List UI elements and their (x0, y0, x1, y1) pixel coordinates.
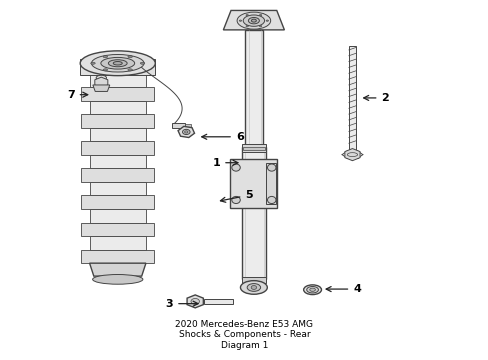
Text: 2020 Mercedes-Benz E53 AMG
Shocks & Components - Rear
Diagram 1: 2020 Mercedes-Benz E53 AMG Shocks & Comp… (175, 320, 313, 350)
Ellipse shape (91, 62, 95, 64)
Bar (243, 147, 264, 150)
Polygon shape (223, 10, 284, 30)
Ellipse shape (251, 19, 256, 22)
Ellipse shape (108, 60, 127, 67)
Ellipse shape (128, 56, 132, 58)
Ellipse shape (91, 54, 144, 72)
Ellipse shape (128, 69, 132, 71)
Bar (244, 30, 262, 147)
Ellipse shape (306, 287, 318, 293)
Ellipse shape (265, 20, 268, 21)
Bar (241, 144, 265, 152)
Bar (265, 163, 276, 204)
Ellipse shape (184, 131, 187, 133)
Ellipse shape (259, 26, 261, 27)
Bar (80, 59, 155, 75)
Ellipse shape (267, 164, 275, 171)
Bar (89, 101, 145, 114)
Bar (89, 155, 145, 168)
Ellipse shape (140, 62, 144, 64)
Bar (171, 122, 184, 128)
Ellipse shape (245, 14, 248, 16)
Ellipse shape (245, 26, 248, 27)
Ellipse shape (237, 12, 270, 29)
Bar (89, 236, 145, 249)
Bar (89, 182, 145, 195)
Bar (348, 46, 355, 150)
Ellipse shape (243, 15, 264, 26)
Bar (184, 123, 190, 127)
Polygon shape (93, 85, 109, 91)
Text: 1: 1 (212, 158, 238, 168)
Ellipse shape (251, 285, 256, 289)
Ellipse shape (248, 18, 259, 24)
Bar (89, 128, 145, 141)
Ellipse shape (92, 275, 142, 284)
Ellipse shape (246, 284, 260, 291)
Text: 2: 2 (363, 93, 388, 103)
Bar (89, 209, 145, 222)
Bar (89, 74, 145, 87)
Ellipse shape (259, 14, 261, 16)
Ellipse shape (103, 69, 107, 71)
Ellipse shape (244, 282, 263, 293)
Bar (81, 114, 154, 128)
Bar (241, 278, 265, 283)
Ellipse shape (239, 20, 241, 21)
Ellipse shape (248, 284, 259, 291)
Ellipse shape (231, 164, 240, 171)
Ellipse shape (113, 62, 122, 65)
Bar (81, 141, 154, 155)
Ellipse shape (182, 129, 190, 135)
Text: 5: 5 (220, 190, 252, 202)
Ellipse shape (101, 57, 134, 69)
Ellipse shape (303, 285, 321, 294)
Ellipse shape (240, 281, 267, 294)
Text: 7: 7 (67, 90, 87, 100)
Bar (241, 147, 265, 279)
Text: 6: 6 (202, 132, 243, 142)
Ellipse shape (309, 288, 315, 291)
Bar (230, 159, 277, 208)
Ellipse shape (80, 51, 155, 76)
Bar (81, 195, 154, 209)
Bar (81, 249, 154, 263)
Text: 3: 3 (165, 299, 198, 309)
Polygon shape (89, 263, 145, 276)
Ellipse shape (231, 197, 240, 203)
Ellipse shape (267, 197, 275, 203)
Bar (81, 222, 154, 236)
Ellipse shape (103, 56, 107, 58)
Ellipse shape (191, 298, 199, 304)
Text: 4: 4 (325, 284, 360, 294)
Bar (81, 168, 154, 182)
Ellipse shape (96, 75, 106, 80)
Bar (203, 299, 232, 304)
Bar (81, 87, 154, 101)
